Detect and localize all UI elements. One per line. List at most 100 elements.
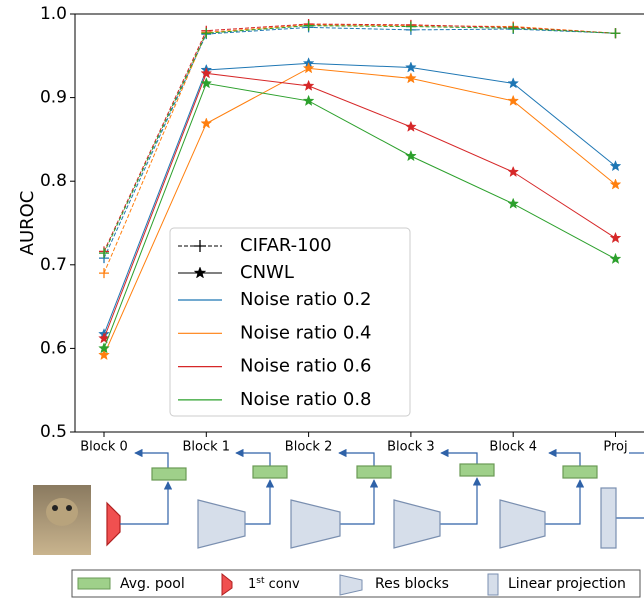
avg-pool [356,465,392,479]
y-tick-label: 0.9 [40,88,67,108]
point [201,28,212,39]
x-tick-label: Proj [603,440,627,455]
x-tick-label: Block 1 [183,440,231,455]
legend-label-part: 1 [248,577,256,592]
point [405,72,417,84]
avg-pool [252,465,288,479]
point [193,266,207,279]
legend-label: Noise ratio 0.4 [240,322,372,343]
plot [70,13,622,437]
point [200,67,213,79]
point [507,77,520,89]
legend-label: Linear projection [508,576,626,592]
series-line [103,82,616,349]
y-tick-label: 0.6 [40,338,67,358]
input-image [66,505,72,511]
point [302,62,315,74]
axes-frame [74,13,644,433]
point [303,20,314,31]
arrow [235,448,271,466]
point [194,240,206,252]
legend-label: CIFAR-100 [240,235,332,256]
diagram-legend-box [71,569,641,598]
point [302,79,315,91]
x-tick-label: Block 0 [80,440,128,455]
legend-label: Res blocks [375,576,449,592]
point [507,94,520,106]
legend-icon [77,577,111,590]
point [98,332,110,344]
point [200,77,213,89]
point [98,348,110,361]
arrow [338,448,375,466]
linear-projection [600,487,617,549]
arrow [120,481,173,525]
avg-pool [562,465,598,479]
x-tick-label: Block 2 [285,440,333,455]
point [405,61,417,73]
input-image [52,505,58,511]
avg-pool [151,467,187,481]
legend-label-part: st [256,576,265,586]
point [609,178,622,190]
y-tick-label: 0.8 [40,171,67,191]
series-line [103,67,616,356]
legend-label: 1st conv [248,576,300,592]
res-block [393,499,441,549]
legend-icon [221,572,233,596]
point [200,117,213,129]
legend-label: CNWL [240,262,294,283]
y-tick-label: 0.7 [40,255,67,275]
legend-icon [339,574,363,596]
point [609,160,622,172]
legend-label: Noise ratio 0.6 [240,356,372,377]
y-axis-label: AUROC [17,191,38,256]
point [405,149,417,162]
series-line [103,23,616,252]
point [507,165,520,178]
legend-icon [487,573,499,596]
series-line [103,24,616,274]
arrow [340,479,379,525]
input-image [46,498,78,526]
legend: CIFAR-100 CNWL Noise ratio 0.2 Noise ratio … [169,227,411,417]
arrow [440,448,478,464]
point [507,197,520,209]
x-tick-label: Block 3 [387,440,435,455]
arrow [545,479,585,525]
series-line [103,25,616,254]
res-block [290,499,341,549]
arrow [245,479,275,525]
point [405,21,416,32]
point [98,342,110,354]
arrow [134,448,169,468]
series-line [103,62,616,335]
point [302,94,315,106]
arrow [548,448,581,466]
arrow [440,477,482,525]
y-tick-label: 0.5 [40,422,67,442]
legend-label-part: conv [265,577,300,592]
res-block [197,499,246,549]
legend-box [169,227,411,417]
point [610,28,621,39]
point [99,248,109,259]
legend-label: Noise ratio 0.8 [240,389,372,410]
y-tick-label: 1.0 [40,4,67,24]
res-block [499,499,546,549]
diagram-legend: Avg. pool 1st conv Res blocks Linear pro… [71,569,641,598]
point [405,120,417,132]
point [508,23,519,34]
series-line [103,72,616,339]
legend-label: Avg. pool [120,576,185,592]
series-line [103,26,616,259]
avg-pool [459,463,495,477]
conv-layer [106,501,121,547]
point [99,268,109,279]
x-tick-label: Block 4 [489,440,537,455]
diagram [33,448,644,555]
legend-label: Noise ratio 0.2 [240,289,372,310]
point [609,252,622,264]
point [609,231,622,244]
